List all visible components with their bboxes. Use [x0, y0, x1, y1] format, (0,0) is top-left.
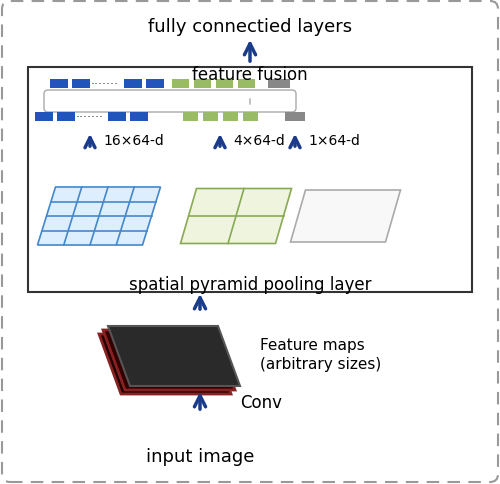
- Bar: [183, 113, 198, 122]
- Polygon shape: [99, 334, 231, 394]
- Bar: [72, 80, 90, 89]
- Text: input image: input image: [146, 447, 254, 465]
- Text: Feature maps
(arbitrary sizes): Feature maps (arbitrary sizes): [260, 337, 382, 372]
- Bar: [172, 80, 189, 89]
- Text: 4×64-d: 4×64-d: [233, 134, 285, 148]
- Polygon shape: [290, 191, 401, 242]
- Bar: [57, 113, 75, 122]
- Text: Conv: Conv: [240, 393, 282, 411]
- FancyBboxPatch shape: [28, 68, 472, 292]
- Text: ·······: ·······: [91, 78, 119, 91]
- Bar: [268, 80, 290, 89]
- Bar: [194, 80, 211, 89]
- Text: spatial pyramid pooling layer: spatial pyramid pooling layer: [129, 275, 371, 293]
- Text: fully connectied layers: fully connectied layers: [148, 18, 352, 36]
- Text: 16×64-d: 16×64-d: [103, 134, 164, 148]
- Polygon shape: [103, 330, 235, 390]
- Bar: [243, 113, 258, 122]
- Bar: [50, 80, 68, 89]
- Bar: [108, 113, 126, 122]
- Bar: [238, 80, 255, 89]
- Bar: [35, 113, 53, 122]
- Text: feature fusion: feature fusion: [192, 66, 308, 84]
- Text: ·······: ·······: [76, 111, 104, 124]
- Polygon shape: [180, 189, 292, 244]
- Polygon shape: [108, 326, 240, 386]
- Bar: [216, 80, 233, 89]
- Polygon shape: [38, 188, 160, 245]
- Bar: [285, 113, 305, 122]
- Text: 1×64-d: 1×64-d: [308, 134, 360, 148]
- Bar: [146, 80, 164, 89]
- Bar: [223, 113, 238, 122]
- Bar: [130, 113, 148, 122]
- Bar: [124, 80, 142, 89]
- Bar: [203, 113, 218, 122]
